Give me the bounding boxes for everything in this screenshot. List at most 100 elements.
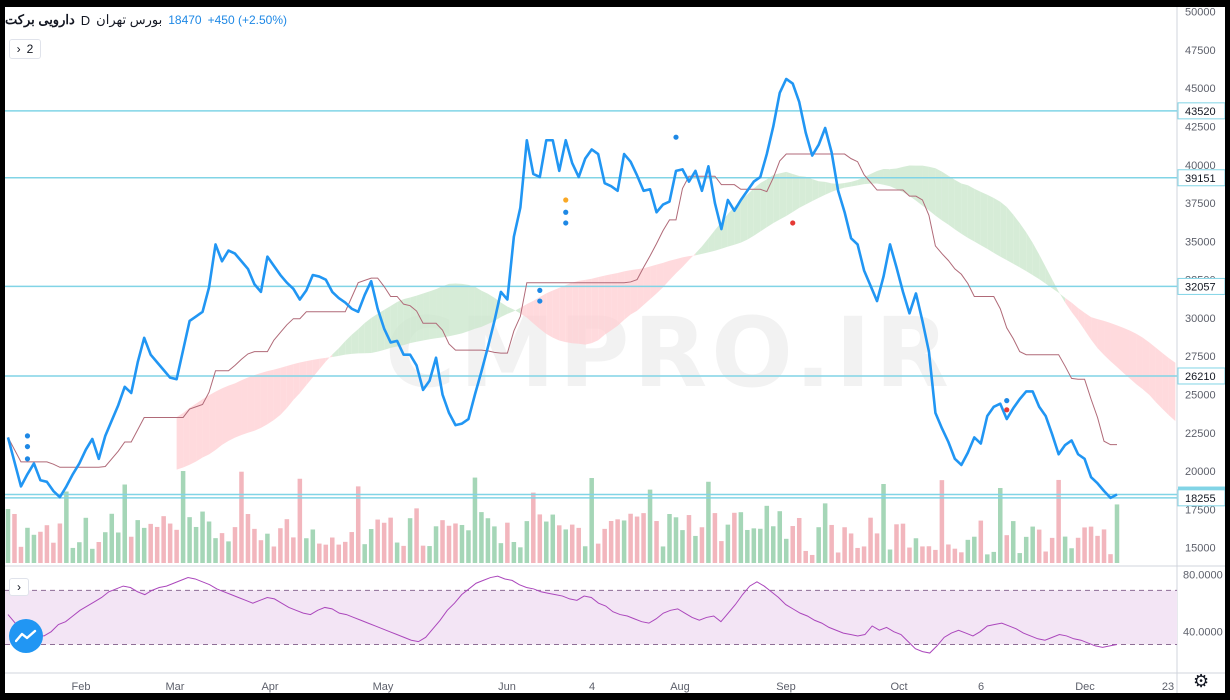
cloud-segment-down bbox=[1097, 319, 1105, 356]
volume-bar bbox=[368, 529, 374, 563]
cloud-segment-up bbox=[902, 165, 910, 196]
tradingview-logo-icon[interactable] bbox=[9, 619, 43, 653]
volume-bar bbox=[1101, 529, 1107, 563]
volume-bar bbox=[693, 535, 698, 563]
volume-bar bbox=[394, 542, 400, 563]
price-level-label: 32057 bbox=[1185, 281, 1216, 293]
signal-marker-dot bbox=[673, 134, 679, 140]
volume-bar bbox=[70, 547, 76, 563]
volume-bar bbox=[1088, 526, 1094, 563]
cloud-segment-up bbox=[442, 283, 450, 338]
cloud-segment-up bbox=[708, 230, 715, 253]
symbol-name[interactable]: دارویی برکت bbox=[5, 12, 75, 27]
volume-bar bbox=[271, 546, 277, 563]
volume-bar bbox=[1056, 479, 1061, 563]
volume-bar bbox=[161, 516, 166, 563]
volume-bar bbox=[381, 522, 387, 563]
cloud-segment-down bbox=[598, 275, 605, 341]
volume-bar bbox=[330, 537, 335, 563]
cloud-segment-down bbox=[1136, 333, 1143, 390]
cloud-segment-up bbox=[786, 171, 793, 217]
cloud-segment-up bbox=[449, 283, 456, 337]
cloud-segment-up bbox=[890, 168, 897, 190]
volume-bar bbox=[615, 519, 620, 563]
cloud-segment-up bbox=[345, 334, 352, 355]
volume-bar bbox=[1069, 548, 1074, 563]
cloud-segment-down bbox=[222, 385, 229, 445]
volume-bar bbox=[284, 519, 290, 563]
cloud-segment-down bbox=[209, 391, 216, 455]
volume-bar bbox=[842, 527, 847, 563]
cloud-segment-up bbox=[403, 297, 411, 346]
cloud-segment-up bbox=[935, 168, 942, 221]
cloud-segment-down bbox=[1065, 297, 1072, 312]
cloud-segment-down bbox=[630, 269, 638, 315]
volume-bar bbox=[959, 552, 964, 563]
volume-bar bbox=[5, 509, 11, 563]
signal-marker-dot bbox=[790, 220, 796, 226]
volume-bar bbox=[991, 551, 997, 563]
volume-bar bbox=[563, 529, 568, 563]
volume-bar bbox=[634, 516, 640, 563]
cloud-segment-down bbox=[202, 395, 210, 458]
time-tick-label: May bbox=[373, 681, 394, 693]
cloud-segment-up bbox=[993, 197, 1001, 257]
price-series-line bbox=[6, 77, 1118, 500]
volume-bar bbox=[135, 520, 140, 563]
volume-bar bbox=[537, 514, 543, 563]
volume-bar bbox=[90, 548, 95, 563]
cloud-segment-up bbox=[766, 174, 774, 228]
volume-bar bbox=[31, 534, 37, 563]
cloud-segment-up bbox=[967, 185, 975, 242]
chart-svg[interactable]: 40.0000 80.0000 15000 17500 20000 22500 25000 2… bbox=[5, 7, 1225, 693]
indicators-count: 2 bbox=[26, 42, 34, 56]
indicators-toggle-button[interactable]: › 2 bbox=[9, 39, 41, 59]
settings-gear-icon[interactable]: ⚙ bbox=[1193, 671, 1210, 691]
volume-bar bbox=[1062, 536, 1068, 563]
signal-marker-dot bbox=[1004, 398, 1010, 404]
volume-bar bbox=[576, 527, 581, 563]
cloud-segment-up bbox=[928, 166, 936, 216]
volume-bar bbox=[738, 512, 744, 563]
cloud-segment-up bbox=[922, 165, 929, 211]
cloud-segment-up bbox=[500, 302, 508, 317]
cloud-segment-up bbox=[513, 307, 521, 314]
time-tick-label: Jun bbox=[498, 681, 516, 693]
volume-bar bbox=[790, 526, 795, 563]
cloud-segment-up bbox=[896, 166, 903, 193]
volume-bar bbox=[745, 529, 750, 563]
cloud-segment-up bbox=[773, 173, 780, 224]
cloud-segment-up bbox=[1026, 232, 1033, 276]
cloud-segment-down bbox=[1110, 322, 1117, 368]
volume-bar bbox=[297, 478, 303, 563]
signal-marker-dot bbox=[563, 220, 569, 226]
cloud-segment-down bbox=[585, 278, 592, 345]
cloud-segment-down bbox=[1084, 312, 1092, 340]
cloud-segment-down bbox=[325, 354, 333, 362]
volume-bar bbox=[589, 478, 594, 563]
volume-bar bbox=[933, 549, 938, 563]
volume-bar bbox=[96, 542, 102, 563]
cloud-segment-up bbox=[1013, 214, 1020, 268]
cloud-segment-up bbox=[371, 313, 378, 354]
cloud-segment-up bbox=[397, 299, 404, 347]
signal-marker-dot bbox=[24, 456, 31, 462]
price-tick-label: 25000 bbox=[1185, 390, 1216, 402]
volume-bar bbox=[200, 511, 205, 563]
cloud-segment-up bbox=[760, 179, 767, 232]
rsi-pane-toggle-button[interactable]: › bbox=[9, 578, 29, 596]
cloud-segment-up bbox=[734, 200, 741, 245]
volume-bar bbox=[103, 532, 108, 563]
cloud-segment-up bbox=[799, 175, 806, 208]
volume-bar bbox=[868, 517, 873, 563]
signal-marker-dot bbox=[563, 197, 569, 203]
cloud-segment-down bbox=[617, 271, 625, 326]
signal-marker-dot bbox=[24, 433, 31, 439]
volume-bar bbox=[1095, 535, 1100, 563]
chart-header: دارویی برکت D بورس تهران 18470 +450 (+2.… bbox=[5, 10, 287, 30]
cloud-segment-up bbox=[338, 341, 346, 356]
interval-label[interactable]: D bbox=[80, 12, 91, 28]
cloud-segment-down bbox=[183, 407, 190, 468]
volume-bar bbox=[913, 538, 919, 563]
cloud-segment-up bbox=[1039, 254, 1046, 284]
